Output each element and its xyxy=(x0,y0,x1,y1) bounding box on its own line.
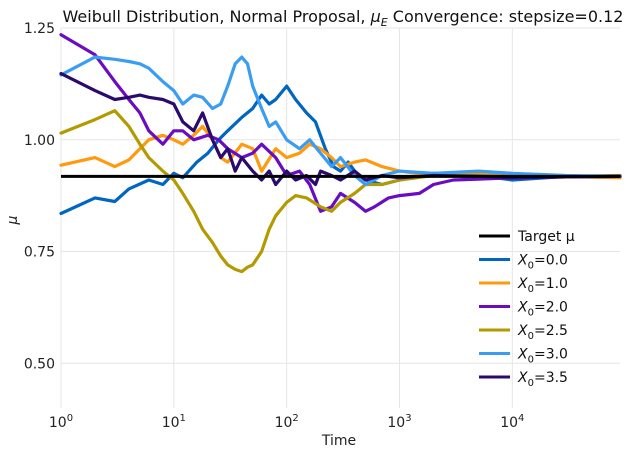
y-tick-label: 0.50 xyxy=(24,356,55,372)
y-axis-label: μ xyxy=(5,215,21,225)
x-tick-label: 103 xyxy=(387,413,411,431)
legend-label: X0=3.5 xyxy=(517,370,568,389)
chart-title: Weibull Distribution, Normal Proposal, μ… xyxy=(63,7,624,29)
y-tick-label: 0.75 xyxy=(24,245,55,261)
x-tick-label: 102 xyxy=(275,413,299,431)
legend-label: X0=0.0 xyxy=(517,253,568,272)
y-tick-label: 1.00 xyxy=(24,133,55,149)
x-tick-label: 100 xyxy=(49,413,73,431)
series-line xyxy=(59,109,622,274)
legend-label: X0=2.5 xyxy=(517,323,568,342)
legend-label: X0=2.0 xyxy=(517,300,568,319)
legend-label: X0=1.0 xyxy=(517,276,568,295)
legend: Target μ X0=0.0 X0=1.0 X0=2.0 X0=2.5 X0=3.0 X0… xyxy=(479,229,575,389)
x-axis-label: Time xyxy=(321,433,356,449)
y-tick-labels: 0.50 0.75 1.00 1.25 xyxy=(24,21,55,372)
legend-label: X0=3.0 xyxy=(517,347,568,366)
x-tick-labels: 100 101 102 103 104 xyxy=(49,413,525,431)
y-tick-label: 1.25 xyxy=(24,21,55,37)
series-line xyxy=(59,33,622,213)
x-tick-label: 104 xyxy=(500,413,524,431)
x-tick-label: 101 xyxy=(162,413,186,431)
legend-label: Target μ xyxy=(517,229,575,245)
